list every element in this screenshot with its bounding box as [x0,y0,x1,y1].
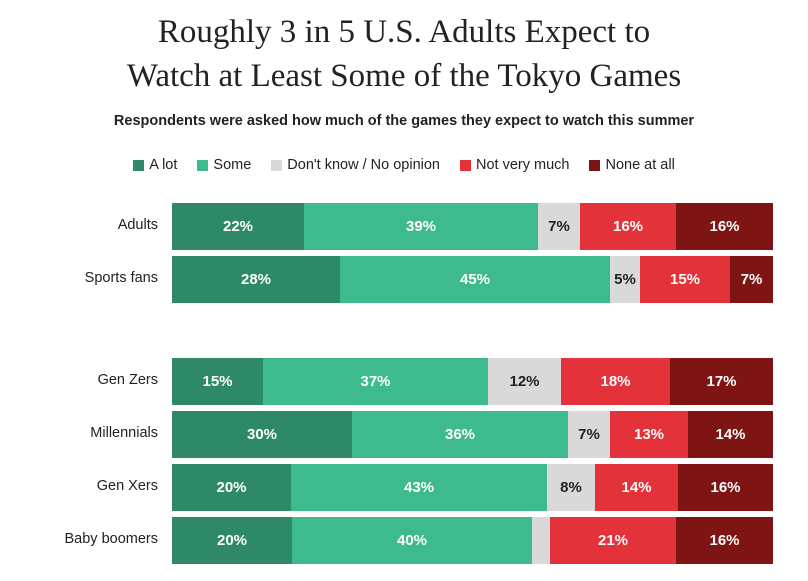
bar-segment: 20% [172,517,292,564]
bar-row: 30% 36% 7% 13% 14% [172,411,773,458]
bar-segment: 16% [676,517,773,564]
legend-item: A lot [133,157,177,173]
legend-swatch [197,159,209,171]
chart-legend: A lot Some Don't know / No opinion Not very… [0,157,808,173]
bar-segment: 14% [595,464,678,511]
legend-label: A lot [149,157,178,173]
legend-label: Some [213,157,252,173]
bar-segment: 30% [172,411,352,458]
legend-label: None at all [605,157,675,173]
bar-segment: 20% [172,464,291,511]
bar-segment: 16% [676,203,773,250]
bar-segment: 13% [610,411,688,458]
legend-item: Don't know / No opinion [271,157,440,173]
bar-segment: 43% [291,464,547,511]
row-label: Sports fans [84,270,158,286]
bar-segment: 7% [730,256,773,303]
bar-row: 28% 45% 5% 15% 7% [172,256,773,303]
bar-segment: 15% [640,256,730,303]
bar-segment: 7% [568,411,610,458]
bar-segment: 45% [340,256,610,303]
bar-segment: 8% [547,464,595,511]
chart-title-line-2: Watch at Least Some of the Tokyo Games [126,58,682,94]
bar-segment: 12% [488,358,561,405]
bar-segment: 21% [550,517,676,564]
bar-segment: 14% [688,411,773,458]
legend-swatch [460,159,471,171]
legend-item: None at all [589,157,675,173]
legend-item: Not very much [460,157,569,173]
row-label: Millennials [90,425,158,441]
bar-segment: 37% [263,358,488,405]
legend-label: Don't know / No opinion [287,157,440,173]
bar-row: 20% 40% 21% 16% [172,517,773,564]
legend-item: Some [197,157,251,173]
bar-segment: 5% [610,256,640,303]
bar-segment: 16% [678,464,773,511]
row-label: Adults [117,217,158,233]
legend-swatch [271,159,283,171]
bar-segment: 28% [172,256,340,303]
bar-segment: 16% [580,203,676,250]
row-label: Gen Xers [96,478,158,494]
bar-row: 22% 39% 7% 16% 16% [172,203,773,250]
chart-title: Roughly 3 in 5 U.S. Adults Expect to Wat… [0,10,808,98]
bar-segment: 7% [538,203,580,250]
bar-segment: 22% [172,203,304,250]
bar-row: 15% 37% 12% 18% 17% [172,358,773,405]
legend-label: Not very much [476,157,570,173]
bar-segment: 40% [292,517,532,564]
legend-swatch [589,159,601,171]
bar-segment [532,517,550,564]
row-label: Gen Zers [97,372,158,388]
bar-segment: 36% [352,411,568,458]
bar-segment: 39% [304,203,538,250]
bar-segment: 15% [172,358,263,405]
bar-row: 20% 43% 8% 14% 16% [172,464,773,511]
row-label: Baby boomers [64,531,159,547]
chart-subtitle: Respondents were asked how much of the g… [113,113,695,129]
bar-segment: 17% [670,358,773,405]
bar-segment: 18% [561,358,670,405]
legend-swatch [133,159,145,171]
chart-title-line-1: Roughly 3 in 5 U.S. Adults Expect to [157,14,651,50]
